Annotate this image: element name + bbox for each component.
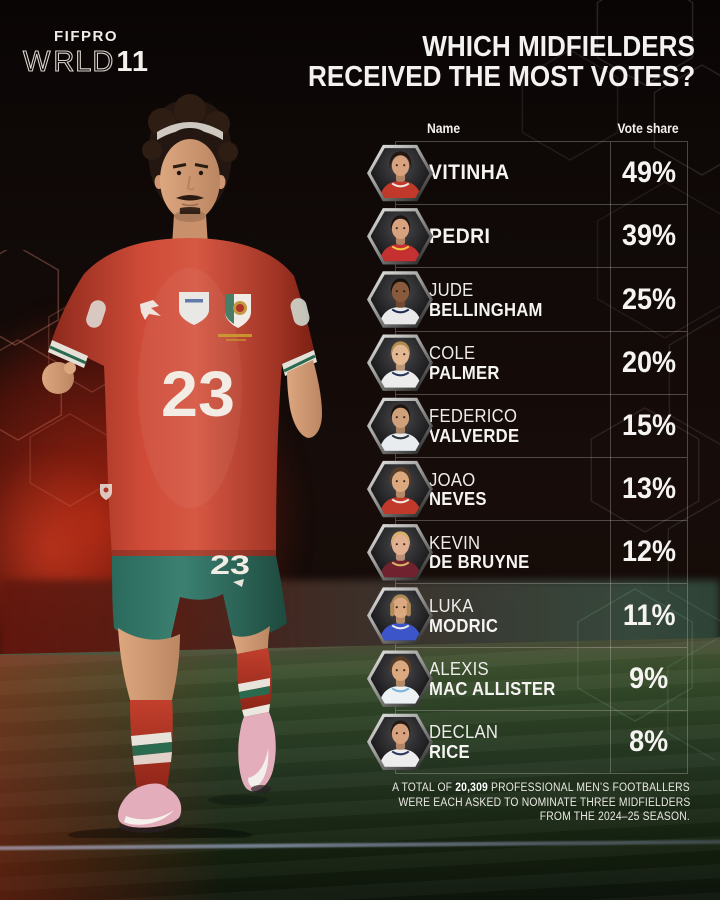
avatar-bust-icon	[370, 464, 430, 515]
vote-share-value: 12%	[621, 535, 677, 569]
footer-note: A TOTAL OF 20,309 PROFESSIONAL MEN’S FOO…	[359, 781, 690, 825]
table-row-modric: LUKA MODRIC 11%	[367, 584, 687, 648]
vote-share-value: 8%	[629, 724, 669, 758]
player-first-name: JOAO	[429, 468, 476, 490]
table-row-vitinha: VITINHA 49%	[367, 142, 687, 206]
table-row-neves: JOAO NEVES 13%	[367, 458, 687, 522]
player-first-name: JUDE	[429, 279, 474, 300]
player-last-name: VALVERDE	[429, 424, 520, 446]
vote-share-value: 9%	[629, 661, 669, 695]
table-column-divider	[610, 142, 611, 773]
shorts-number: 23	[210, 550, 250, 580]
player-avatar	[367, 397, 433, 455]
avatar-bust-icon	[370, 653, 430, 704]
player-last-name: DE BRUYNE	[429, 551, 530, 573]
player-last-name: PALMER	[429, 361, 500, 383]
jersey-number: 23	[161, 358, 235, 430]
vote-share-value: 20%	[621, 345, 677, 379]
logo-fifpro-text: FIFPRO	[54, 28, 118, 45]
player-last-name: MODRIC	[429, 614, 499, 636]
logo-world11-text: W RLD 11	[22, 46, 150, 78]
logo-world-rld: RLD	[53, 46, 115, 78]
footer-post: PROFESSIONAL MEN’S FOOTBALLERS	[488, 782, 690, 794]
footer-total-count: 20,309	[455, 782, 489, 794]
votes-table: VITINHA 49% PEDRI 39% JUDE BELLINGHAM 25%…	[367, 141, 688, 774]
table-row-mac-allister: ALEXIS MAC ALLISTER 9%	[367, 648, 687, 711]
player-first-name: DECLAN	[429, 721, 499, 743]
vote-share-value: 13%	[621, 472, 677, 506]
table-row-valverde: FEDERICO VALVERDE 15%	[367, 395, 687, 459]
player-first-name: FEDERICO	[429, 405, 518, 427]
footer-line-2: WERE EACH ASKED TO NOMINATE THREE MIDFIE…	[397, 796, 690, 809]
title-line-2: RECEIVED THE MOST VOTES?	[307, 61, 695, 93]
player-last-name: VITINHA	[429, 160, 510, 185]
table-header-name: Name	[427, 121, 461, 136]
avatar-bust-icon	[370, 274, 430, 325]
player-last-name: PEDRI	[429, 223, 491, 248]
player-avatar	[367, 271, 433, 328]
title-line-1: WHICH MIDFIELDERS	[422, 31, 695, 63]
player-avatar	[367, 334, 433, 391]
avatar-bust-icon	[370, 590, 430, 641]
footer-line-3: FROM THE 2024–25 SEASON.	[539, 811, 690, 823]
player-last-name: NEVES	[429, 488, 487, 510]
table-row-palmer: COLE PALMER 20%	[367, 332, 687, 395]
vote-share-value: 49%	[621, 156, 677, 190]
player-first-name: LUKA	[429, 595, 474, 617]
player-photo: 23 23	[42, 94, 322, 838]
table-row-bellingham: JUDE BELLINGHAM 25%	[367, 268, 687, 332]
avatar-bust-icon	[370, 527, 430, 578]
player-last-name: MAC ALLISTER	[429, 677, 556, 699]
player-avatar	[367, 713, 433, 771]
player-first-name: KEVIN	[429, 531, 481, 553]
table-row-rice: DECLAN RICE 8%	[367, 711, 687, 773]
logo-eleven: 11	[116, 46, 150, 78]
avatar-bust-icon	[370, 148, 430, 199]
avatar-bust-icon	[370, 400, 430, 451]
player-first-name: COLE	[429, 342, 476, 364]
page-title: WHICH MIDFIELDERS RECEIVED THE MOST VOTE…	[265, 32, 695, 92]
player-first-name: ALEXIS	[429, 658, 489, 680]
footer-pre: A TOTAL OF	[392, 782, 456, 794]
table-row-pedri: PEDRI 39%	[367, 205, 687, 269]
table-row-de-bruyne: KEVIN DE BRUYNE 12%	[367, 521, 687, 585]
vote-share-value: 25%	[621, 282, 677, 316]
avatar-bust-icon	[370, 211, 430, 262]
vote-share-value: 15%	[621, 408, 677, 442]
player-last-name: RICE	[429, 740, 470, 762]
avatar-bust-icon	[370, 337, 430, 388]
player-avatar	[367, 144, 433, 202]
player-avatar	[367, 208, 433, 265]
logo-world-w: W	[22, 46, 52, 78]
vote-share-value: 11%	[622, 598, 676, 632]
table-header-vote-share: Vote share	[617, 121, 679, 136]
player-avatar	[367, 650, 433, 707]
avatar-bust-icon	[370, 717, 430, 767]
player-avatar	[367, 524, 433, 581]
vote-share-value: 39%	[621, 219, 677, 253]
player-avatar	[367, 587, 433, 644]
fifpro-world11-logo: FIFPRO W RLD 11	[22, 28, 150, 78]
player-avatar	[367, 460, 433, 518]
player-last-name: BELLINGHAM	[429, 298, 543, 320]
